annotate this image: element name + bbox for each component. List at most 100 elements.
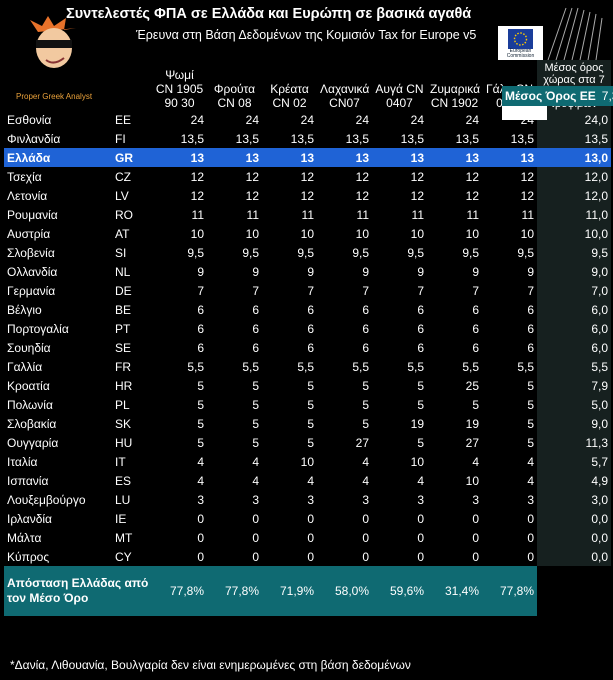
value-cell: 0 <box>362 549 369 564</box>
table-row: Σουηδία SE 6 6 6 6 6 6 6 6,0 <box>4 338 611 357</box>
table-row: Γερμανία DE 7 7 7 7 7 7 7 7,0 <box>4 281 611 300</box>
value-cell: 6 <box>252 321 259 336</box>
value-cell: 11 <box>521 207 534 222</box>
value-cell: 5,7 <box>537 452 611 471</box>
value-cell: 6,0 <box>537 300 611 319</box>
summary-value: 77,8% <box>207 566 262 616</box>
value-cell: 9 <box>252 264 259 279</box>
value-cell: 13 <box>317 148 372 167</box>
value-cell: 9,5 <box>242 245 259 260</box>
title: Συντελεστές ΦΠΑ σε Ελλάδα και Ευρώπη σε … <box>66 6 472 22</box>
code-cell: IT <box>115 454 126 469</box>
code-cell: SI <box>115 245 127 260</box>
value-cell: 11,3 <box>537 433 611 452</box>
value-cell: 0 <box>527 511 534 526</box>
value-cell: 5 <box>527 397 534 412</box>
summary-value: 77,8% <box>482 566 537 616</box>
value-cell: 0 <box>197 549 204 564</box>
column-header: Ψωμί CN 1905 90 30 <box>155 68 204 110</box>
summary-blank <box>537 566 611 616</box>
value-cell: 11,0 <box>537 205 611 224</box>
value-cell: 6 <box>527 321 534 336</box>
table-row: Λετονία LV 12 12 12 12 12 12 12 12,0 <box>4 186 611 205</box>
code-cell: ES <box>115 473 132 488</box>
country-cell: Σλοβενία <box>7 245 55 260</box>
summary-row: Μέσος Όρος ΕΕ7,37,37,68,28,19,97,3 <box>502 86 613 120</box>
table-row: Μάλτα MT 0 0 0 0 0 0 0 0,0 <box>4 528 611 547</box>
value-cell: 12 <box>410 169 424 184</box>
subtitle: Έρευνα στη Βάση Δεδομένων της Κομισιόν T… <box>136 28 477 42</box>
value-cell: 11 <box>356 207 369 222</box>
value-cell: 4 <box>472 454 479 469</box>
value-cell: 12 <box>465 169 479 184</box>
country-cell: Ισπανία <box>7 473 49 488</box>
value-cell: 6 <box>307 321 314 336</box>
value-cell: 3 <box>472 492 479 507</box>
code-cell: LU <box>115 492 131 507</box>
table-row: Βέλγιο BE 6 6 6 6 6 6 6 6,0 <box>4 300 611 319</box>
code-cell: CZ <box>115 169 131 184</box>
summary-label: Απόσταση Ελλάδας από τον Μέσο Όρο <box>4 566 152 616</box>
code-cell: FI <box>115 131 126 146</box>
value-cell: 6 <box>197 302 204 317</box>
code-cell: SE <box>115 340 132 355</box>
value-cell: 24 <box>300 112 314 127</box>
eu-logo: European Commission <box>498 26 543 60</box>
value-cell: 9 <box>417 264 424 279</box>
value-cell: 0,0 <box>537 528 611 547</box>
value-cell: 5 <box>307 397 314 412</box>
value-cell: 0 <box>472 530 479 545</box>
value-cell: 0 <box>527 530 534 545</box>
value-cell: 5,5 <box>537 357 611 376</box>
code-cell: LV <box>115 188 129 203</box>
country-cell: Γαλλία <box>7 359 43 374</box>
value-cell: 6 <box>472 321 479 336</box>
value-cell: 4 <box>197 454 204 469</box>
table-row: Ισπανία ES 4 4 4 4 4 10 4 4,9 <box>4 471 611 490</box>
table-row: Ιταλία IT 4 4 10 4 10 4 4 5,7 <box>4 452 611 471</box>
value-cell: 6 <box>527 302 534 317</box>
value-cell: 13 <box>262 148 317 167</box>
country-cell: Κύπρος <box>7 549 50 564</box>
table-row: Σλοβακία SK 5 5 5 5 19 19 5 9,0 <box>4 414 611 433</box>
value-cell: 6 <box>527 340 534 355</box>
value-cell: 24 <box>190 112 204 127</box>
value-cell: 5 <box>307 378 314 393</box>
value-cell: 6 <box>472 302 479 317</box>
value-cell: 13,5 <box>510 131 534 146</box>
table-row: Σλοβενία SI 9,5 9,5 9,5 9,5 9,5 9,5 9,5 9,5 <box>4 243 611 262</box>
column-header: Κρέατα CN 02 <box>270 82 309 110</box>
value-cell: 13,5 <box>400 131 424 146</box>
value-cell: 10 <box>410 454 424 469</box>
vat-table: Ψωμί CN 1905 90 30 Φρούτα CN 08 Κρέατα CN … <box>4 60 613 616</box>
value-cell: 24 <box>410 112 424 127</box>
value-cell: 12 <box>190 188 204 203</box>
value-cell: 5,5 <box>187 359 204 374</box>
country-cell: Μάλτα <box>7 530 42 545</box>
value-cell: 5 <box>197 435 204 450</box>
value-cell: 12 <box>465 188 479 203</box>
value-cell: 5 <box>197 397 204 412</box>
code-cell: RO <box>115 207 133 222</box>
value-cell: 5 <box>362 397 369 412</box>
value-cell: 6 <box>252 302 259 317</box>
value-cell: 27 <box>465 435 479 450</box>
country-cell: Εσθονία <box>7 112 52 127</box>
value-cell: 10 <box>410 226 424 241</box>
value-cell: 4 <box>362 473 369 488</box>
table-row: Πολωνία PL 5 5 5 5 5 5 5 5,0 <box>4 395 611 414</box>
value-cell: 7,0 <box>537 281 611 300</box>
value-cell: 0 <box>197 530 204 545</box>
value-cell: 0 <box>197 511 204 526</box>
value-cell: 10 <box>300 454 314 469</box>
value-cell: 5 <box>252 416 259 431</box>
value-cell: 4 <box>527 454 534 469</box>
value-cell: 6 <box>362 321 369 336</box>
value-cell: 12 <box>410 188 424 203</box>
code-cell: DE <box>115 283 132 298</box>
value-cell: 7 <box>527 283 534 298</box>
value-cell: 0 <box>252 511 259 526</box>
value-cell: 27 <box>355 435 369 450</box>
value-cell: 5 <box>197 416 204 431</box>
value-cell: 6 <box>197 340 204 355</box>
